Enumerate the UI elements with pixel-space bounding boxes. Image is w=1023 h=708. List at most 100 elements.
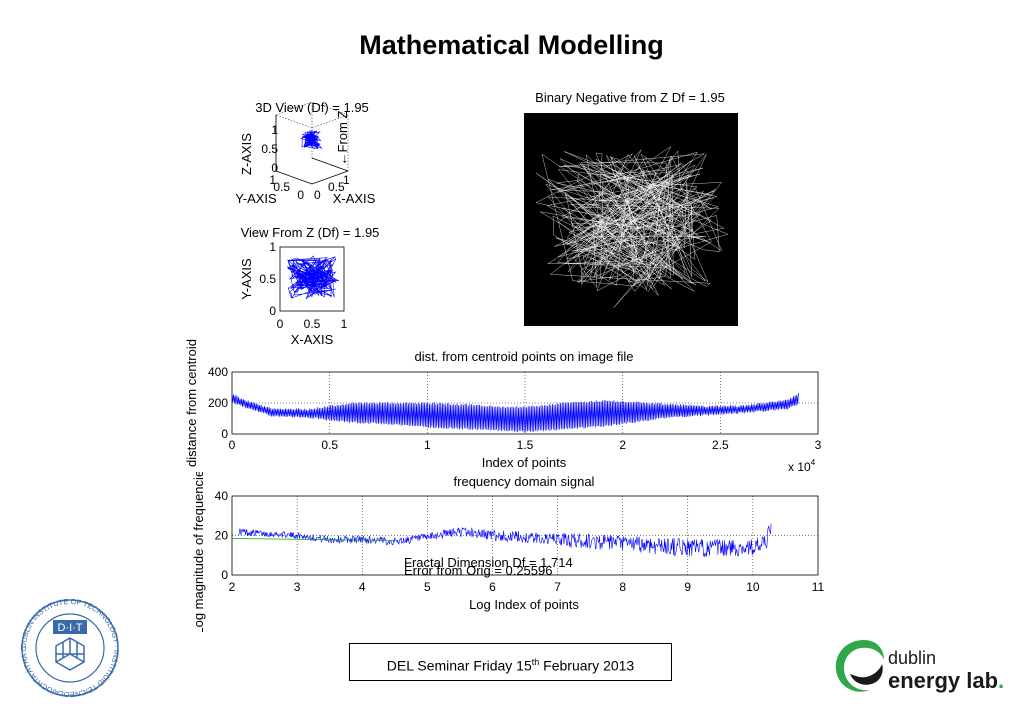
from-z-label: ←From Z [335, 111, 350, 166]
slide-title: Mathematical Modelling [359, 30, 664, 60]
x-tick-label: 0 [229, 438, 236, 452]
grid-line [275, 101, 313, 116]
x-tick-label: 0 [277, 317, 284, 331]
grid-line [275, 114, 313, 129]
del-line2: energy lab. [888, 668, 1004, 693]
axis-box [275, 101, 349, 185]
x-tick-label: 6 [489, 580, 496, 594]
tick-labels: 2 3 4 5 6 7 8 9 10 11 0 20 40 [215, 489, 825, 594]
axis-frame [231, 495, 819, 576]
axis-line [275, 170, 349, 185]
dit-logo: DUBLIN INSTITUTE OF TECHNOLOGY · INSTITI… [14, 598, 121, 698]
x-tick-label: 2.5 [712, 438, 729, 452]
chart-title: dist. from centroid points on image file [415, 349, 634, 364]
x-axis-label: Index of points [482, 455, 567, 470]
x-tick-label: 10 [746, 580, 760, 594]
tick-labels: 0 0.5 1 1.5 2 2.5 3 0 200 400 [208, 365, 822, 452]
fit-line [231, 538, 395, 541]
x-tick-label: 0.5 [304, 317, 321, 331]
dit-ring-inner [35, 613, 105, 683]
annotation-error: Error from Orig = 0.25596 [404, 563, 552, 578]
plot-area [231, 523, 772, 558]
y-tick-label: 1 [269, 173, 276, 187]
dit-badge [53, 620, 87, 634]
chart-title: frequency domain signal [454, 474, 595, 489]
x-tick-label: 3 [815, 438, 822, 452]
plot-area [300, 130, 323, 149]
y-tick-label: 0.5 [259, 272, 276, 286]
z-tick-label: 1 [271, 123, 278, 137]
chart-title: Binary Negative from Z Df = 1.95 [535, 90, 725, 105]
footer-text: DEL Seminar Friday 15 [386, 657, 532, 674]
y-tick-label: 0 [221, 427, 228, 441]
x-tick-label: 2 [619, 438, 626, 452]
x-tick-label: 11 [812, 580, 825, 594]
y-tick-label: 0 [221, 568, 228, 582]
series-line [286, 255, 340, 300]
x-tick-label: 7 [554, 580, 561, 594]
footer-seminar-box: DEL Seminar Friday 15th February 2013 [349, 643, 672, 681]
dit-ring-text: DUBLIN INSTITUTE OF TECHNOLOGY · INSTITI… [14, 598, 121, 698]
z-axis-label: Z-AXIS [239, 133, 254, 175]
dit-abbr: D·I·T [57, 622, 82, 634]
axis-frame [279, 246, 345, 312]
x-tick-label: 0.5 [321, 438, 338, 452]
chart-frequency-domain: 2 3 4 5 6 7 8 9 10 11 0 20 40 frequency domain signa… [191, 472, 825, 632]
chart-title: 3D View (Df) = 1.95 [255, 100, 369, 115]
dublin-energy-lab-logo: dublin energy lab. [835, 640, 1004, 693]
axis-frame [231, 371, 819, 435]
y-tick-label: 200 [208, 396, 228, 410]
x-tick-label: 4 [359, 580, 366, 594]
y-tick-label: 0.5 [273, 180, 290, 194]
plot-area [535, 146, 729, 308]
del-line1: dublin [888, 648, 936, 668]
x-tick-label: 2 [229, 580, 236, 594]
dit-emblem-icon [55, 637, 85, 671]
chart-distance-from-centroid: 0 0.5 1 1.5 2 2.5 3 0 200 400 dist. from centroid… [184, 339, 822, 474]
annotation-fractal-dimension: Fractal Dimension Df = 1.714 [404, 555, 573, 570]
grid-line [311, 101, 349, 116]
x-axis-label: X-AXIS [291, 332, 334, 347]
y-axis-label: Log magnitude of frequencies [191, 472, 206, 632]
x-tick-label: 1 [424, 438, 431, 452]
x-tick-label: 1.5 [517, 438, 534, 452]
x-tick-label: 1 [343, 173, 350, 187]
z-tick-label: 0.5 [261, 142, 278, 156]
y-axis-label: Y-AXIS [239, 258, 254, 300]
x-tick-label: 3 [294, 580, 301, 594]
series-line [300, 130, 323, 149]
plot-area [286, 255, 340, 300]
z-tick-label: 0 [271, 161, 278, 175]
chart-title: View From Z (Df) = 1.95 [241, 225, 380, 240]
x-multiplier: x 104 [788, 458, 816, 474]
y-tick-label: 1 [269, 240, 276, 254]
chart-binary-negative: Binary Negative from Z Df = 1.95 [524, 90, 738, 326]
plot-area [231, 392, 799, 433]
series-line [238, 523, 772, 558]
y-tick-label: 0 [269, 304, 276, 318]
y-tick-label: 40 [215, 489, 229, 503]
y-axis-label: distance from centroid [184, 339, 199, 467]
plot-frame [279, 246, 345, 312]
chart-view-from-z: View From Z (Df) = 1.95 1 0.5 0 0 0.5 1 … [239, 225, 380, 347]
x-tick-label: 0.5 [328, 180, 345, 194]
del-swirl-icon [835, 640, 884, 692]
chart-3d-view: 3D View (Df) = 1.95 1 0.5 0 Z-AXIS ←From… [235, 100, 376, 206]
series-line [535, 146, 729, 308]
grid-line [311, 114, 349, 129]
series-line [231, 392, 799, 433]
x-tick-label: 8 [619, 580, 626, 594]
x-axis-label: X-AXIS [333, 191, 376, 206]
footer-date: February 2013 [539, 657, 635, 674]
x-tick-label: 0 [314, 188, 321, 202]
axis-line [311, 157, 349, 172]
x-tick-label: 1 [341, 317, 348, 331]
x-axis-label: Log Index of points [469, 597, 579, 612]
dit-ring [21, 599, 119, 697]
x-tick-label: 5 [424, 580, 431, 594]
x-tick-label: 9 [684, 580, 691, 594]
y-axis-label: Y-AXIS [235, 191, 277, 206]
y-tick-label: 0 [297, 188, 304, 202]
y-tick-label: 400 [208, 365, 228, 379]
footer-ordinal: th [531, 657, 540, 667]
